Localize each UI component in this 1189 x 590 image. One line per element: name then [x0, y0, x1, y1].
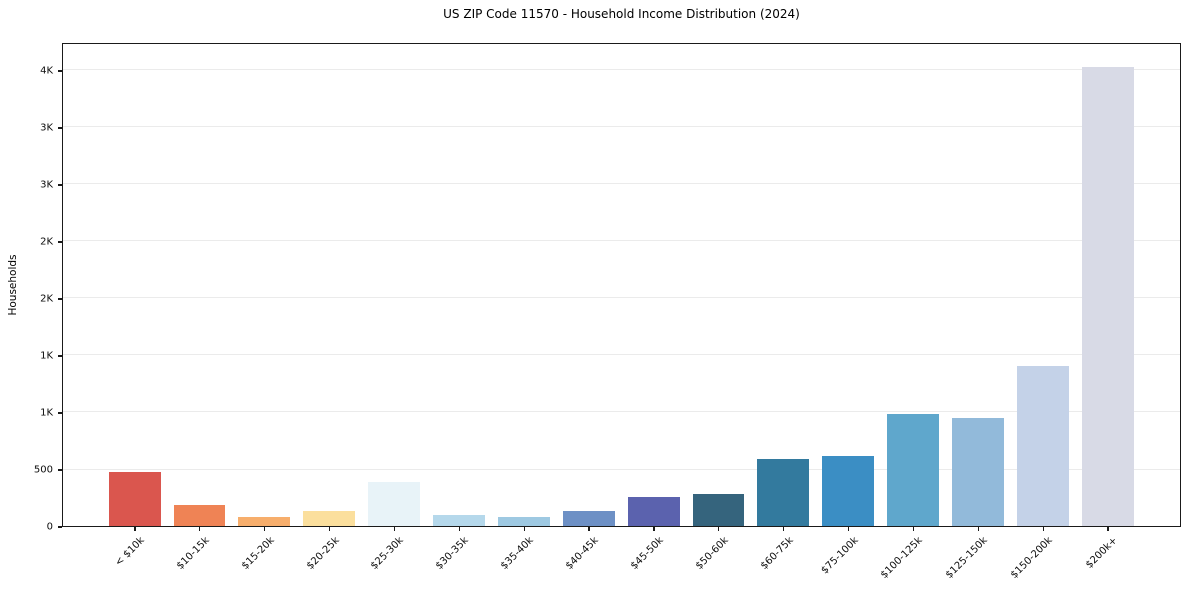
bar-$100-125k: [887, 414, 940, 526]
bar-$200k+: [1081, 66, 1134, 526]
x-tick-mark: [847, 527, 850, 531]
x-tick-mark: [588, 527, 590, 531]
x-tick-label: $45-50k: [628, 535, 666, 572]
x-axis: < $10k $10-15k $15-20k $20-25k $25-30k $30-35…: [62, 527, 1181, 589]
bar-$20-25k: [303, 510, 356, 526]
x-tick-label: $35-40k: [499, 535, 536, 572]
x-tick-mark: [393, 527, 396, 531]
y-tick-label: 2K: [40, 236, 53, 248]
x-tick-label: $40-45k: [563, 535, 601, 572]
x-tick-mark: [783, 527, 785, 531]
y-axis: 0 500 1K 1K 2K 2K 3K 3K 4K: [0, 43, 62, 533]
bar-$35-40k: [497, 516, 550, 526]
bar-$45-50k: [627, 496, 680, 526]
bar-$60-75k: [757, 458, 810, 526]
y-tick-mark: [58, 127, 62, 129]
bar-$50-60k: [692, 494, 745, 526]
bar-$25-30k: [368, 482, 421, 526]
x-tick-mark: [264, 527, 266, 531]
gridline: [63, 468, 1180, 470]
gridline: [63, 126, 1180, 128]
y-tick-mark: [58, 298, 62, 300]
y-tick-mark: [58, 469, 62, 471]
y-tick-mark: [58, 70, 62, 72]
x-tick-mark: [134, 527, 136, 531]
bar-$30-35k: [433, 515, 485, 526]
y-tick-label: 2K: [40, 293, 53, 305]
x-tick-mark: [977, 527, 979, 531]
x-tick-mark: [718, 527, 720, 531]
gridline: [63, 354, 1180, 356]
x-tick-mark: [1042, 527, 1044, 531]
x-tick-mark: [653, 527, 655, 531]
x-tick-mark: [199, 527, 201, 531]
gridline: [63, 69, 1180, 71]
x-tick-mark: [458, 527, 460, 531]
gridline: [63, 411, 1180, 413]
x-tick-mark: [912, 527, 914, 531]
bar-$125-150k: [952, 417, 1004, 526]
x-tick-label: < $10k: [113, 535, 147, 569]
y-tick-label: 3K: [40, 179, 53, 191]
y-tick-label: 1K: [40, 407, 53, 419]
gridline: [63, 240, 1180, 242]
x-tick-label: $25-30k: [369, 535, 407, 572]
x-tick-label: $30-35k: [434, 535, 472, 572]
x-tick-label: $125-150k: [944, 535, 991, 581]
y-tick-mark: [58, 526, 62, 528]
bar-$10-15k: [173, 505, 226, 526]
x-tick-label: $15-20k: [239, 535, 277, 572]
x-tick-mark: [1107, 527, 1109, 531]
plot-area: [62, 43, 1181, 527]
bar-$150-200k: [1016, 365, 1069, 526]
x-tick-mark: [523, 527, 525, 531]
y-tick-mark: [58, 184, 62, 186]
y-tick-label: 0: [46, 521, 53, 533]
y-tick-mark: [58, 241, 62, 243]
x-tick-label: $50-60k: [693, 535, 731, 572]
gridline: [63, 183, 1180, 185]
x-tick-label: $20-25k: [304, 535, 342, 572]
x-tick-label: $75-100k: [818, 535, 861, 577]
x-tick-label: $100-125k: [879, 535, 926, 581]
y-tick-mark: [58, 355, 62, 357]
bar-< $10k: [108, 471, 161, 526]
y-tick-mark: [58, 412, 62, 414]
bar-$40-45k: [562, 510, 615, 526]
y-tick-label: 3K: [40, 122, 53, 134]
x-tick-mark: [328, 527, 331, 531]
x-tick-label: $150-200k: [1009, 535, 1055, 581]
x-tick-label: $10-15k: [174, 535, 212, 572]
x-tick-label: $60-75k: [758, 535, 796, 572]
gridline: [63, 297, 1180, 299]
x-tick-label: $200k+: [1083, 535, 1120, 571]
y-tick-label: 500: [33, 464, 53, 476]
bar-$75-100k: [822, 456, 875, 526]
chart-title: US ZIP Code 11570 - Household Income Dis…: [443, 7, 800, 21]
y-tick-label: 4K: [40, 65, 53, 77]
bar-$15-20k: [238, 517, 291, 526]
y-tick-label: 1K: [40, 350, 53, 362]
